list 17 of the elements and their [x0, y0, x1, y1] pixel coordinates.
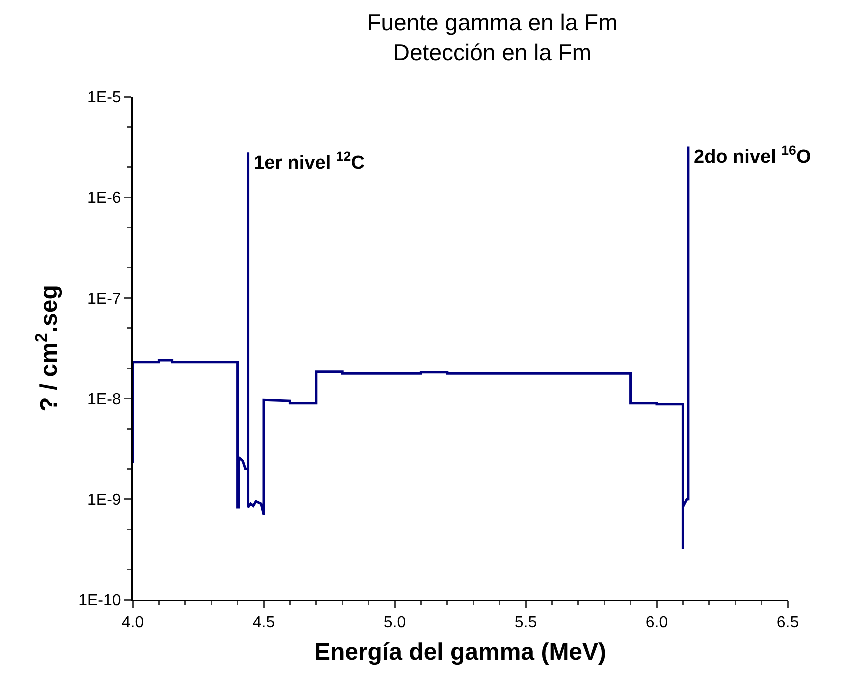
x-tick-label: 5.5 [514, 614, 538, 632]
x-tick-label: 6.5 [776, 614, 800, 632]
annotation: 2do nivel $^{16}$O [694, 143, 812, 168]
x-tick-label: 4.5 [252, 614, 276, 632]
y-tick-label: 1E-8 [88, 391, 122, 408]
x-tick-label: 5.0 [384, 614, 406, 632]
y-tick-label: 1E-10 [78, 592, 122, 610]
y-tick-label: 1E-9 [88, 492, 122, 509]
x-tick-label: 6.0 [646, 614, 668, 632]
annotation: 1er nivel $^{12}$C [254, 149, 366, 174]
chart-title: Fuente gamma en la Fm Detección en la Fm [367, 10, 618, 66]
y-tick-label: 1E-7 [88, 290, 122, 308]
line-series [133, 146, 690, 550]
y-tick-label: 1E-5 [88, 90, 122, 107]
y-tick-label: 1E-6 [88, 190, 122, 208]
x-axis-title: Energía del gamma (MeV) [314, 638, 607, 666]
x-tick-label: 4.0 [122, 614, 144, 632]
